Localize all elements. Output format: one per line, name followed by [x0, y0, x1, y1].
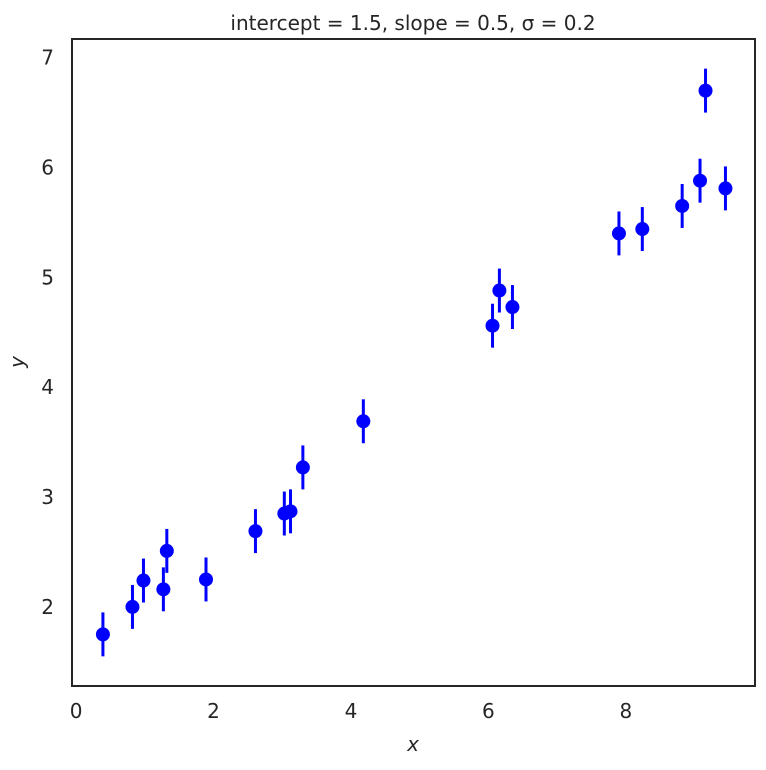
x-tick-label: 4: [345, 699, 358, 723]
x-axis-label: x: [406, 732, 419, 756]
x-tick-label: 6: [482, 699, 495, 723]
point: [136, 573, 151, 588]
x-tick-label: 8: [619, 699, 632, 723]
chart-title: intercept = 1.5, slope = 0.5, σ = 0.2: [230, 11, 595, 35]
point: [505, 300, 520, 315]
point: [95, 627, 110, 642]
point: [159, 543, 174, 558]
y-tick-label: 4: [41, 375, 54, 399]
point: [485, 318, 500, 333]
point: [718, 181, 733, 196]
point: [295, 460, 310, 475]
y-tick-label: 5: [41, 265, 54, 289]
x-tick-label: 0: [70, 699, 83, 723]
plot-frame: [71, 38, 756, 687]
point: [248, 524, 263, 539]
y-tick-label: 3: [41, 485, 54, 509]
y-axis-label: y: [5, 355, 29, 369]
point: [698, 83, 713, 98]
y-tick-label: 6: [41, 156, 54, 180]
point: [492, 283, 507, 298]
y-tick-label: 7: [41, 46, 54, 70]
point: [693, 173, 708, 188]
point: [156, 582, 171, 597]
y-tick-label: 2: [41, 595, 54, 619]
point: [356, 414, 371, 429]
point: [125, 599, 140, 614]
point: [198, 572, 213, 587]
x-tick-label: 2: [207, 699, 220, 723]
point: [635, 222, 650, 237]
point: [611, 226, 626, 241]
point: [283, 504, 298, 519]
point: [675, 198, 690, 213]
